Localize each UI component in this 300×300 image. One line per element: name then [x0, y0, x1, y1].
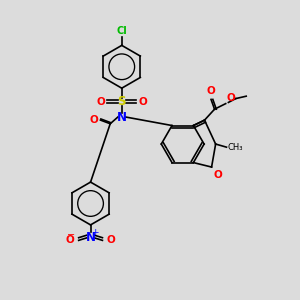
Text: O: O	[214, 170, 223, 180]
Text: −: −	[67, 230, 75, 240]
Text: O: O	[207, 86, 215, 96]
Text: O: O	[90, 115, 98, 125]
Text: O: O	[139, 97, 148, 106]
Text: +: +	[91, 228, 98, 237]
Text: O: O	[106, 235, 116, 245]
Text: Cl: Cl	[116, 26, 127, 36]
Text: CH₃: CH₃	[228, 143, 243, 152]
Text: N: N	[85, 231, 96, 244]
Text: O: O	[96, 97, 105, 106]
Text: O: O	[226, 93, 235, 103]
Text: S: S	[118, 95, 126, 108]
Text: O: O	[66, 235, 74, 245]
Text: N: N	[117, 110, 127, 124]
